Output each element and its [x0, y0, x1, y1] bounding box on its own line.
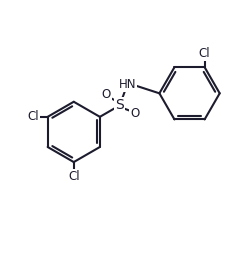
Text: S: S — [115, 98, 124, 112]
Text: Cl: Cl — [199, 47, 210, 60]
Text: Cl: Cl — [68, 170, 80, 183]
Text: HN: HN — [118, 78, 136, 91]
Text: O: O — [102, 88, 111, 101]
Text: Cl: Cl — [27, 110, 39, 123]
Text: O: O — [130, 107, 139, 120]
